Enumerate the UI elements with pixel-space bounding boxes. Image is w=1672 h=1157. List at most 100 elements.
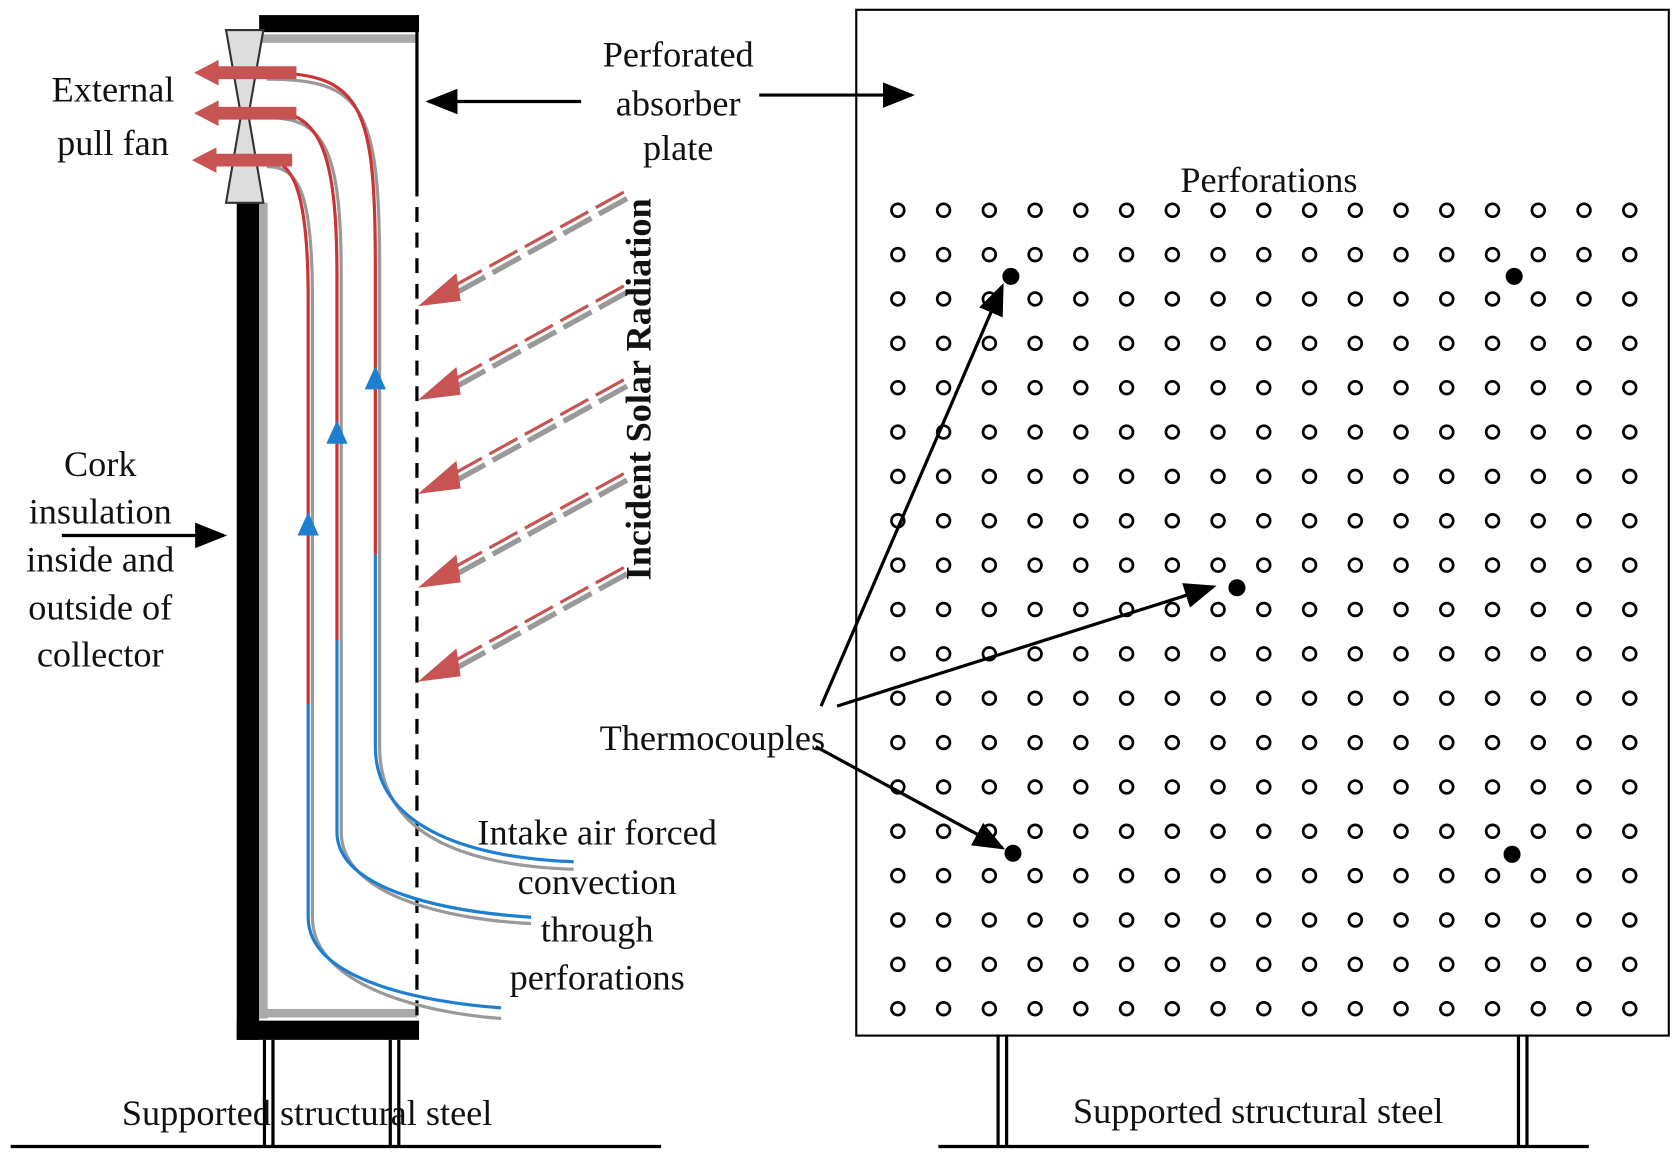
perforation <box>1484 601 1501 618</box>
perforation <box>1576 646 1592 662</box>
perforation <box>1027 867 1043 884</box>
perforation <box>1210 424 1226 440</box>
perforation <box>890 335 906 352</box>
perforation <box>1622 424 1638 440</box>
perforation <box>1073 246 1089 263</box>
perforation <box>981 513 998 529</box>
perforation <box>1256 823 1272 840</box>
perforation <box>1210 468 1226 485</box>
perforation <box>1301 867 1318 884</box>
perforation <box>1530 513 1547 529</box>
steel-label: Supported structural steel <box>1073 1091 1443 1131</box>
perforation <box>981 646 998 662</box>
perforation <box>1027 912 1043 928</box>
perforation <box>1256 734 1272 751</box>
perforation <box>1347 779 1364 795</box>
perforation <box>890 734 906 751</box>
perforation <box>935 646 952 662</box>
perforation <box>1484 646 1501 662</box>
perforation <box>1027 956 1043 973</box>
perforation <box>1393 823 1409 840</box>
perforation <box>1439 1000 1455 1017</box>
perforation <box>1210 202 1226 218</box>
perforation <box>1164 335 1181 352</box>
perforation <box>1210 379 1226 396</box>
perforation <box>1301 246 1318 263</box>
perforation <box>1073 601 1089 618</box>
perforation <box>890 690 906 706</box>
perforation <box>1622 1000 1638 1017</box>
perforation <box>1027 513 1043 529</box>
perforation <box>890 246 906 263</box>
perforation <box>935 690 952 706</box>
perforation <box>1027 468 1043 485</box>
perforation <box>981 601 998 618</box>
perforation <box>1301 734 1318 751</box>
perforation <box>1073 823 1089 840</box>
perforation <box>1622 468 1638 485</box>
perforation <box>890 1000 906 1017</box>
perforation <box>1439 379 1455 396</box>
perforation <box>890 601 906 618</box>
perforation <box>1256 690 1272 706</box>
solar-ray <box>451 290 629 391</box>
perforations-label: Perforations <box>1180 160 1357 200</box>
perforation <box>1576 335 1592 352</box>
intake-label: through <box>541 910 654 950</box>
perforation <box>1164 690 1181 706</box>
perforation <box>1164 823 1181 840</box>
perforation <box>981 335 998 352</box>
perforation <box>1530 912 1547 928</box>
perforation <box>981 912 998 928</box>
perforation <box>1439 335 1455 352</box>
perforation <box>1210 557 1226 573</box>
perforation <box>1256 468 1272 485</box>
perforation <box>1256 424 1272 440</box>
perforation <box>1118 646 1135 662</box>
perforation <box>1301 601 1318 618</box>
perforation <box>1301 912 1318 928</box>
perforation <box>1576 468 1592 485</box>
perforation <box>1164 734 1181 751</box>
perforation <box>1347 202 1364 218</box>
perforation <box>1027 335 1043 352</box>
perforation <box>890 867 906 884</box>
perforation <box>1393 1000 1409 1017</box>
perforation <box>1439 779 1455 795</box>
perforation <box>1118 956 1135 973</box>
perforation <box>1484 335 1501 352</box>
perforation <box>1622 557 1638 573</box>
perforation <box>1301 335 1318 352</box>
perforation <box>1027 690 1043 706</box>
perforation <box>1301 557 1318 573</box>
perforation <box>1576 291 1592 307</box>
solar-arrowhead <box>418 648 461 682</box>
perforation <box>1439 468 1455 485</box>
perforation <box>1210 246 1226 263</box>
perforation <box>1393 202 1409 218</box>
perforation <box>1576 912 1592 928</box>
perforation <box>1439 646 1455 662</box>
perforation <box>1073 956 1089 973</box>
perforation <box>1439 690 1455 706</box>
perforation <box>890 424 906 440</box>
perforation <box>981 379 998 396</box>
perforation <box>1622 734 1638 751</box>
perforation <box>1530 779 1547 795</box>
perforation <box>981 424 998 440</box>
perforation <box>1576 246 1592 263</box>
perforation <box>1347 823 1364 840</box>
perforation <box>1164 291 1181 307</box>
perforation <box>1164 557 1181 573</box>
perforation <box>1439 956 1455 973</box>
intake-label: convection <box>518 862 677 902</box>
perforation <box>935 823 952 840</box>
perforation <box>1256 867 1272 884</box>
solar-ray <box>449 190 625 290</box>
solar-ray <box>449 472 625 572</box>
perforation <box>1118 468 1135 485</box>
perforation <box>1622 823 1638 840</box>
fan-label: pull fan <box>57 123 169 163</box>
perforation <box>1210 335 1226 352</box>
